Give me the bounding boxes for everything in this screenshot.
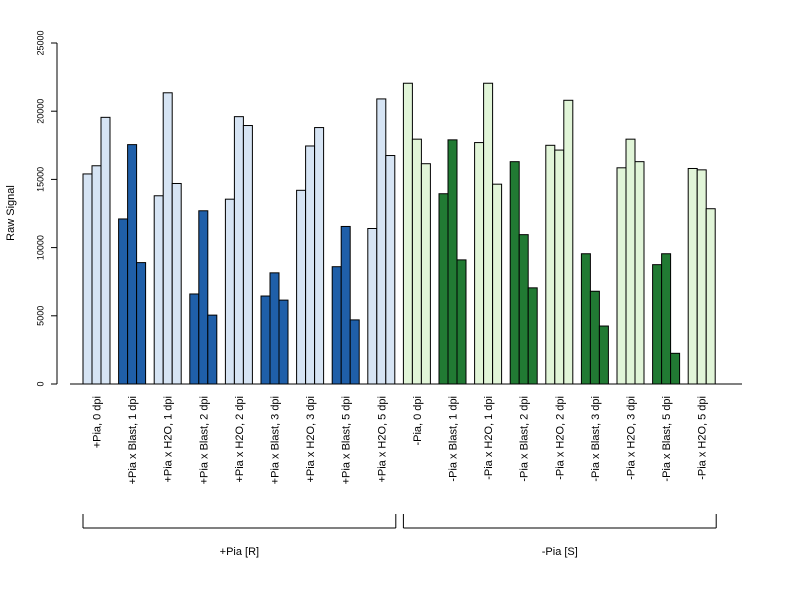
- bar: [100, 116, 111, 385]
- x-category-label: +Pia x H2O, 1 dpi: [163, 396, 175, 483]
- x-category-label: +Pia x Blast, 2 dpi: [198, 396, 210, 484]
- x-category-label: -Pia x Blast, 5 dpi: [661, 396, 673, 482]
- bar: [634, 161, 645, 385]
- bar: [127, 144, 138, 385]
- bar: [670, 352, 681, 385]
- y-tick-label: 0: [35, 381, 45, 386]
- bar: [376, 98, 387, 385]
- bar: [474, 142, 485, 385]
- x-category-label: +Pia x Blast, 3 dpi: [270, 396, 282, 484]
- y-axis: 0 5000 10000 15000 20000 25000: [35, 30, 58, 387]
- bar: [153, 195, 164, 385]
- bar: [438, 193, 449, 385]
- bar: [278, 299, 289, 385]
- bar: [447, 139, 458, 385]
- bar: [696, 169, 707, 385]
- bar: [598, 325, 609, 385]
- y-tick-label: 25000: [35, 30, 45, 55]
- x-category-label: -Pia x H2O, 3 dpi: [626, 396, 638, 480]
- group-label: +Pia [R]: [220, 546, 259, 558]
- x-category-label: -Pia x Blast, 2 dpi: [519, 396, 531, 482]
- bar: [402, 82, 413, 385]
- bar: [136, 262, 147, 385]
- y-axis-title: Raw Signal: [5, 185, 17, 241]
- y-tick-label: 20000: [35, 99, 45, 124]
- bar: [687, 167, 698, 385]
- bar: [331, 266, 342, 385]
- bar: [616, 167, 627, 385]
- bar: [385, 155, 396, 385]
- bar: [527, 287, 538, 385]
- bar: [625, 138, 636, 385]
- bar: [207, 314, 218, 385]
- bar: [411, 138, 422, 385]
- bar: [296, 189, 307, 385]
- bar: [349, 319, 360, 385]
- bar: [340, 225, 351, 385]
- x-category-label: -Pia, 0 dpi: [412, 396, 424, 446]
- bar: [269, 272, 280, 385]
- x-category-label: +Pia x Blast, 5 dpi: [341, 396, 353, 484]
- bar: [652, 264, 663, 385]
- bar: [314, 127, 325, 385]
- bar: [171, 182, 182, 385]
- x-category-label: +Pia x H2O, 2 dpi: [234, 396, 246, 483]
- bar: [589, 290, 600, 385]
- bar: [483, 82, 494, 385]
- bar: [492, 183, 503, 385]
- x-category-label: +Pia x Blast, 1 dpi: [127, 396, 139, 484]
- bar: [563, 99, 574, 385]
- bar: [224, 198, 235, 385]
- bars: [82, 82, 716, 385]
- bar: [198, 210, 209, 385]
- bar: [260, 295, 271, 385]
- x-category-label: -Pia x H2O, 1 dpi: [483, 396, 495, 480]
- x-axis-labels: +Pia, 0 dpi +Pia x Blast, 1 dpi +Pia x H2O…: [92, 396, 709, 484]
- bar: [509, 161, 520, 385]
- y-tick-label: 10000: [35, 235, 45, 260]
- x-category-label: +Pia x H2O, 5 dpi: [376, 396, 388, 483]
- bar: [456, 259, 467, 385]
- bar: [91, 165, 102, 385]
- x-category-label: +Pia, 0 dpi: [92, 396, 104, 448]
- x-category-label: -Pia x H2O, 2 dpi: [554, 396, 566, 480]
- y-tick-label: 15000: [35, 167, 45, 192]
- bar: [118, 218, 129, 385]
- bar: [420, 163, 431, 385]
- bar: [545, 144, 556, 385]
- bar: [518, 234, 529, 385]
- x-category-label: -Pia x H2O, 5 dpi: [697, 396, 709, 480]
- bar: [580, 253, 591, 385]
- x-category-label: -Pia x Blast, 1 dpi: [448, 396, 460, 482]
- bar: [705, 208, 716, 385]
- x-category-label: +Pia x H2O, 3 dpi: [305, 396, 317, 483]
- group-brackets: +Pia [R] -Pia [S]: [82, 514, 717, 558]
- bar: [242, 125, 253, 385]
- bar: [162, 92, 173, 385]
- group-label: -Pia [S]: [542, 546, 578, 558]
- bar: [233, 116, 244, 385]
- y-tick-label: 5000: [35, 306, 45, 326]
- bar: [554, 149, 565, 385]
- bar: [189, 293, 200, 385]
- x-category-label: -Pia x Blast, 3 dpi: [590, 396, 602, 482]
- bar: [661, 253, 672, 385]
- bar: [367, 228, 378, 385]
- bar: [305, 145, 316, 385]
- bar: [82, 173, 93, 385]
